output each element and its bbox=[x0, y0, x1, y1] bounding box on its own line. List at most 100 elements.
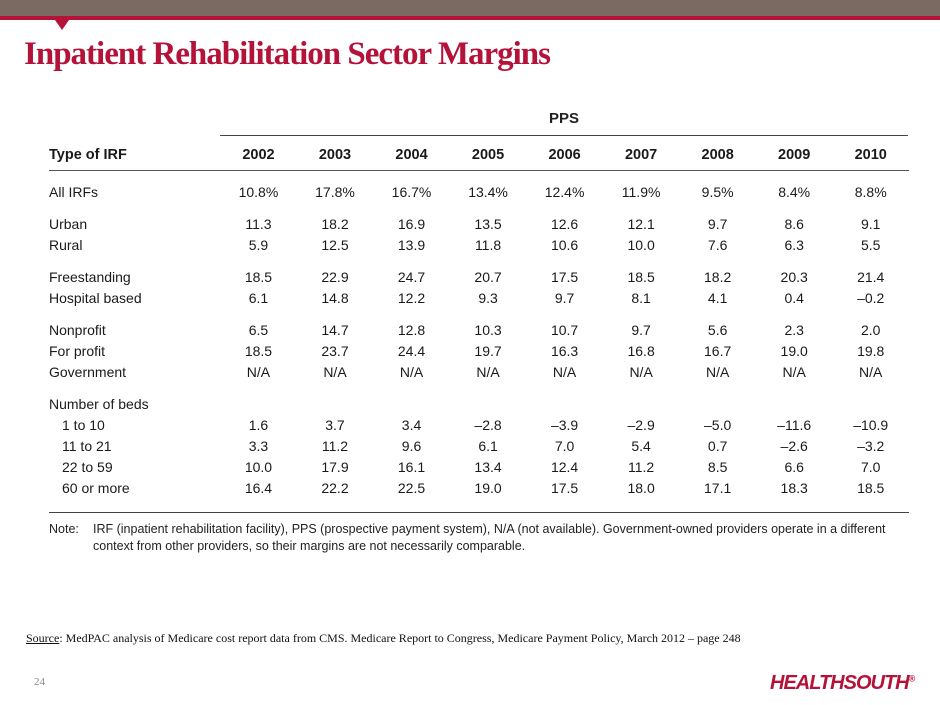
table-cell: 2.0 bbox=[860, 321, 881, 338]
beds-section-label: Number of beds bbox=[49, 395, 149, 412]
table-cell: –10.9 bbox=[853, 416, 889, 433]
table-cell: 18.5 bbox=[244, 342, 273, 359]
table-cell: N/A bbox=[399, 363, 424, 380]
table-cell: 5.9 bbox=[248, 236, 269, 253]
table-cell: 16.7 bbox=[704, 342, 732, 359]
row-label: 1 to 10 bbox=[62, 416, 105, 433]
source-label: Source bbox=[26, 631, 60, 645]
table-cell: 5.5 bbox=[860, 236, 881, 253]
table-cell: 6.5 bbox=[248, 321, 269, 338]
table-cell: 6.1 bbox=[478, 437, 498, 454]
table-cell: 19.0 bbox=[474, 479, 502, 496]
table-bottom-rule bbox=[49, 512, 909, 513]
table-cell: 12.4 bbox=[550, 458, 579, 475]
table-cell: 19.8 bbox=[857, 342, 885, 359]
table-row: Hospital based 6.1 14.8 12.2 9.3 9.7 8.1… bbox=[49, 287, 909, 308]
table-section-row: Number of beds bbox=[49, 393, 909, 414]
table-cell: 19.0 bbox=[780, 342, 808, 359]
title-notch-marker bbox=[55, 20, 69, 30]
table-cell: –2.6 bbox=[780, 437, 808, 454]
table-cell: 17.5 bbox=[550, 268, 579, 285]
table-cell: 8.4% bbox=[778, 183, 811, 200]
table-cell: 5.6 bbox=[707, 321, 728, 338]
table-cell: 18.5 bbox=[627, 268, 655, 285]
table-cell: 17.1 bbox=[704, 479, 732, 496]
table-cell: N/A bbox=[859, 363, 883, 380]
table-cell: 22.9 bbox=[321, 268, 349, 285]
table-cell: 21.4 bbox=[857, 268, 885, 285]
table-cell: N/A bbox=[629, 363, 653, 380]
page-number: 24 bbox=[34, 676, 45, 688]
table-cell: 18.5 bbox=[857, 479, 885, 496]
table-cell: 23.7 bbox=[321, 342, 349, 359]
table-cell: N/A bbox=[323, 363, 347, 380]
year-header: 2002 bbox=[242, 147, 275, 164]
table-cell: 1.6 bbox=[248, 416, 269, 433]
table-cell: 6.1 bbox=[248, 289, 269, 306]
year-header: 2007 bbox=[624, 147, 658, 164]
table-cell: 9.5% bbox=[701, 183, 734, 200]
table-row: 11 to 21 3.3 11.2 9.6 6.1 7.0 5.4 0.7 –2… bbox=[49, 435, 909, 456]
table-cell: 3.4 bbox=[401, 416, 422, 433]
table-cell: 7.0 bbox=[554, 437, 575, 454]
table-cell: 12.1 bbox=[627, 215, 655, 232]
row-label: 60 or more bbox=[62, 479, 130, 496]
table-cell: 3.7 bbox=[325, 416, 345, 433]
year-header: 2010 bbox=[854, 147, 887, 164]
table-cell: 9.3 bbox=[478, 289, 498, 306]
table-cell: 10.7 bbox=[550, 321, 579, 338]
table-cell: 8.5 bbox=[707, 458, 728, 475]
row-label: Rural bbox=[49, 236, 83, 253]
table-row: 60 or more 16.4 22.2 22.5 19.0 17.5 18.0… bbox=[49, 477, 909, 498]
pps-group-header: PPS bbox=[548, 110, 579, 127]
table-cell: 16.9 bbox=[397, 215, 426, 232]
table-cell: 8.8% bbox=[854, 183, 887, 200]
table-cell: 20.3 bbox=[780, 268, 808, 285]
healthsouth-logo: HEALTHSOUTH® bbox=[770, 672, 916, 695]
table-cell: 2.3 bbox=[784, 321, 804, 338]
table-cell: 18.3 bbox=[780, 479, 808, 496]
table-cell: 11.3 bbox=[245, 215, 272, 232]
table-cell: –5.0 bbox=[704, 416, 732, 433]
table-spacer bbox=[49, 308, 909, 319]
table-cell: 6.6 bbox=[784, 458, 804, 475]
table-cell: –2.8 bbox=[474, 416, 502, 433]
table-cell: 16.1 bbox=[397, 458, 426, 475]
table-cell: 16.7% bbox=[391, 183, 432, 200]
table-cell: 12.5 bbox=[321, 236, 349, 253]
table-cell: 11.8 bbox=[474, 236, 502, 253]
row-label: All IRFs bbox=[49, 183, 98, 200]
row-label: 11 to 21 bbox=[62, 437, 112, 454]
row-label: Hospital based bbox=[49, 289, 142, 306]
row-label: 22 to 59 bbox=[62, 458, 113, 475]
year-header: 2003 bbox=[318, 147, 352, 164]
row-label: Freestanding bbox=[49, 268, 131, 285]
table-cell: 11.2 bbox=[628, 458, 655, 475]
logo-registered-mark: ® bbox=[908, 673, 916, 684]
table-cell: 17.8% bbox=[315, 183, 355, 200]
table-spacer bbox=[49, 382, 909, 393]
table-cell: –3.2 bbox=[857, 437, 885, 454]
table-spacer bbox=[49, 170, 909, 181]
year-header: 2005 bbox=[471, 147, 505, 164]
table-cell: 18.5 bbox=[244, 268, 273, 285]
table-cell: 9.7 bbox=[554, 289, 575, 306]
table-cell: 12.6 bbox=[550, 215, 579, 232]
table-row: For profit 18.5 23.7 24.4 19.7 16.3 16.8… bbox=[49, 340, 909, 361]
table-cell: 7.6 bbox=[707, 236, 728, 253]
table-cell: 10.3 bbox=[474, 321, 502, 338]
table-cell: N/A bbox=[552, 363, 577, 380]
table-spacer bbox=[49, 255, 909, 266]
table-spacer bbox=[49, 202, 909, 213]
row-label: Urban bbox=[49, 215, 88, 232]
table-cell: 9.6 bbox=[401, 437, 422, 454]
table-cell: 13.4 bbox=[474, 458, 502, 475]
table-cell: 12.2 bbox=[397, 289, 426, 306]
table-cell: 9.7 bbox=[631, 321, 651, 338]
table-cell: 0.7 bbox=[707, 437, 728, 454]
table-cell: 11.2 bbox=[321, 437, 349, 454]
table-cell: 14.7 bbox=[321, 321, 349, 338]
table-row: Freestanding 18.5 22.9 24.7 20.7 17.5 18… bbox=[49, 266, 909, 287]
table-cell: N/A bbox=[246, 363, 271, 380]
table-cell: 8.1 bbox=[631, 289, 651, 306]
